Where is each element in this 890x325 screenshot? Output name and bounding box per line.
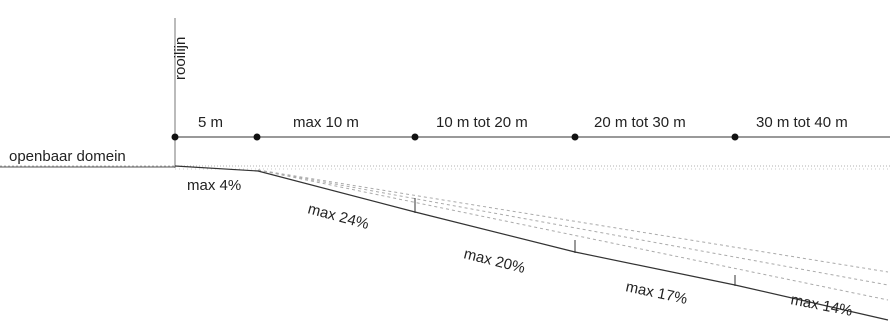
segment-label-30-40m: 30 m tot 40 m [756, 114, 848, 131]
segment-label-5m: 5 m [198, 114, 223, 131]
marker-dot-1 [253, 133, 261, 141]
segment-label-20-30m: 20 m tot 30 m [594, 114, 686, 131]
marker-dot-3 [571, 133, 579, 141]
slope-label-14: max 14% [789, 291, 854, 320]
slope-label-20: max 20% [462, 245, 527, 277]
marker-dot-2 [411, 133, 419, 141]
slope-label-4: max 4% [187, 177, 241, 194]
slope-reference-lines [257, 169, 889, 301]
rooilijn-label: rooilijn [172, 37, 189, 80]
slope-label-17: max 17% [624, 278, 689, 308]
marker-dot-4 [731, 133, 739, 141]
step-ticks [414, 198, 736, 286]
openbaar-domein-label: openbaar domein [9, 148, 126, 165]
segment-label-10-20m: 10 m tot 20 m [436, 114, 528, 131]
ground-hatch [0, 165, 890, 170]
marker-dot-0 [171, 133, 179, 141]
ramp-profile [174, 165, 889, 321]
slope-label-24: max 24% [306, 200, 371, 233]
segment-label-max-10m: max 10 m [293, 114, 359, 131]
